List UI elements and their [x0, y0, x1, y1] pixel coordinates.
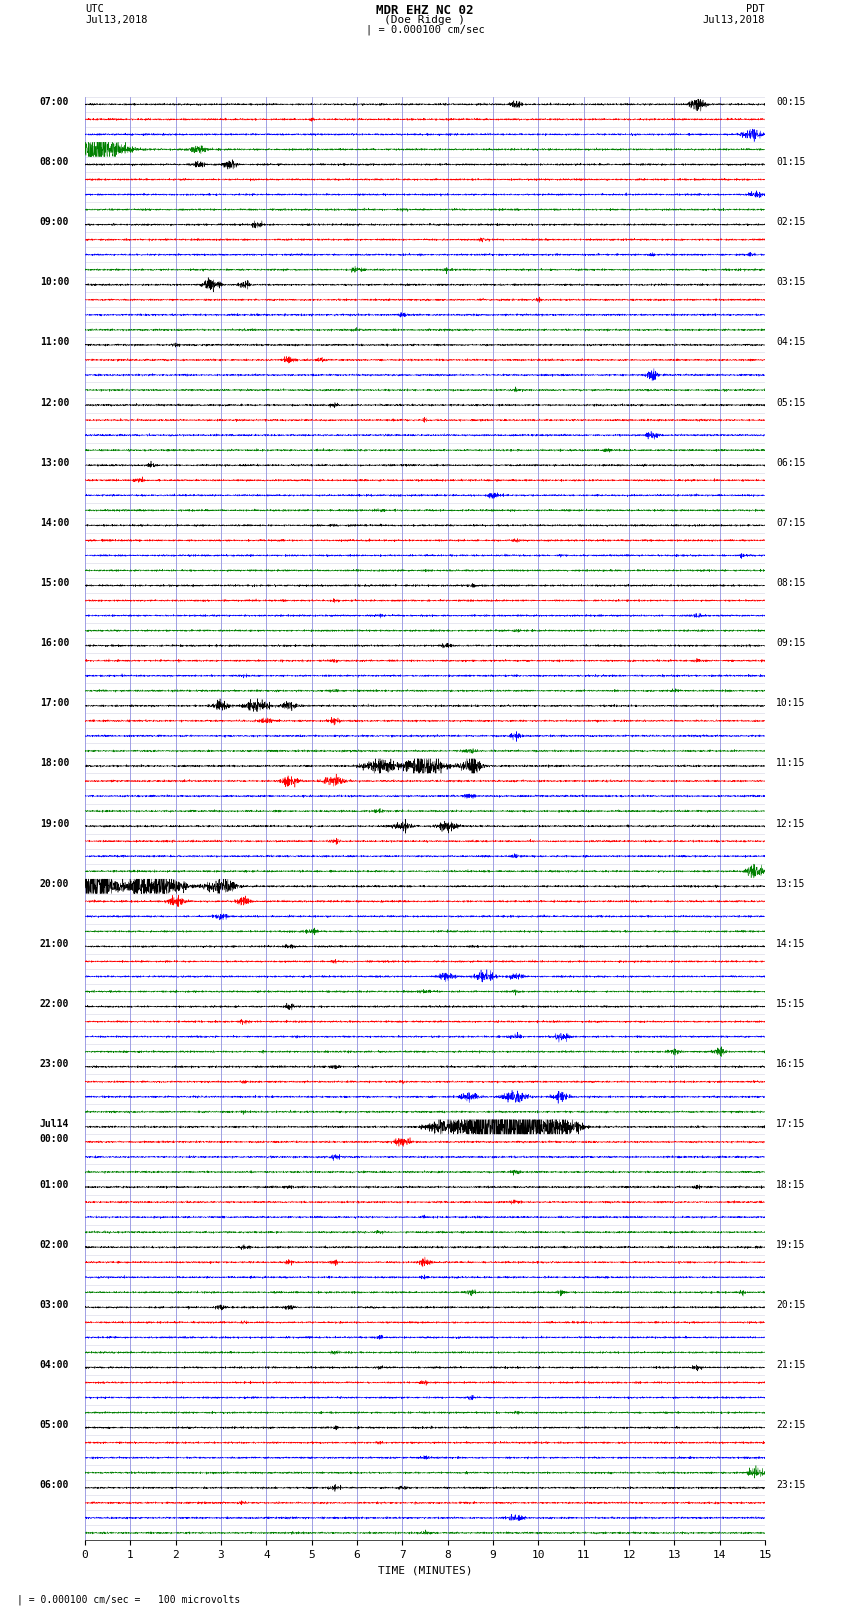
Text: 10:15: 10:15: [776, 698, 806, 708]
Text: 10:00: 10:00: [40, 277, 69, 287]
Text: | = 0.000100 cm/sec =   100 microvolts: | = 0.000100 cm/sec = 100 microvolts: [17, 1594, 241, 1605]
Text: (Doe Ridge ): (Doe Ridge ): [384, 15, 466, 24]
Text: 00:15: 00:15: [776, 97, 806, 106]
Text: 14:15: 14:15: [776, 939, 806, 948]
Text: | = 0.000100 cm/sec: | = 0.000100 cm/sec: [366, 24, 484, 35]
Text: 06:15: 06:15: [776, 458, 806, 468]
Text: 21:15: 21:15: [776, 1360, 806, 1369]
Text: 13:00: 13:00: [40, 458, 69, 468]
Text: 12:15: 12:15: [776, 819, 806, 829]
Text: 08:15: 08:15: [776, 577, 806, 589]
Text: 17:15: 17:15: [776, 1119, 806, 1129]
Text: 02:15: 02:15: [776, 218, 806, 227]
Text: 21:00: 21:00: [40, 939, 69, 948]
Text: 19:15: 19:15: [776, 1240, 806, 1250]
Text: 02:00: 02:00: [40, 1240, 69, 1250]
Text: 11:15: 11:15: [776, 758, 806, 768]
Text: 04:15: 04:15: [776, 337, 806, 347]
Text: 20:15: 20:15: [776, 1300, 806, 1310]
Text: 09:15: 09:15: [776, 639, 806, 648]
Text: 22:15: 22:15: [776, 1419, 806, 1431]
Text: 08:00: 08:00: [40, 156, 69, 166]
Text: 13:15: 13:15: [776, 879, 806, 889]
Text: 03:00: 03:00: [40, 1300, 69, 1310]
Text: 01:15: 01:15: [776, 156, 806, 166]
Text: 17:00: 17:00: [40, 698, 69, 708]
Text: PDT: PDT: [746, 5, 765, 15]
Text: 09:00: 09:00: [40, 218, 69, 227]
Text: MDR EHZ NC 02: MDR EHZ NC 02: [377, 5, 473, 18]
Text: 05:15: 05:15: [776, 397, 806, 408]
Text: 15:00: 15:00: [40, 577, 69, 589]
Text: 23:00: 23:00: [40, 1060, 69, 1069]
Text: 11:00: 11:00: [40, 337, 69, 347]
Text: 20:00: 20:00: [40, 879, 69, 889]
Text: Jul14: Jul14: [40, 1119, 69, 1129]
Text: 23:15: 23:15: [776, 1481, 806, 1490]
Text: 16:00: 16:00: [40, 639, 69, 648]
Text: UTC: UTC: [85, 5, 104, 15]
Text: 06:00: 06:00: [40, 1481, 69, 1490]
Text: 19:00: 19:00: [40, 819, 69, 829]
Text: 22:00: 22:00: [40, 998, 69, 1010]
Text: 18:15: 18:15: [776, 1179, 806, 1189]
Text: 16:15: 16:15: [776, 1060, 806, 1069]
Text: 07:00: 07:00: [40, 97, 69, 106]
Text: 00:00: 00:00: [40, 1134, 69, 1144]
Text: 15:15: 15:15: [776, 998, 806, 1010]
Text: 18:00: 18:00: [40, 758, 69, 768]
Text: Jul13,2018: Jul13,2018: [702, 15, 765, 24]
Text: 03:15: 03:15: [776, 277, 806, 287]
X-axis label: TIME (MINUTES): TIME (MINUTES): [377, 1566, 473, 1576]
Text: 07:15: 07:15: [776, 518, 806, 527]
Text: 05:00: 05:00: [40, 1419, 69, 1431]
Text: 12:00: 12:00: [40, 397, 69, 408]
Text: 04:00: 04:00: [40, 1360, 69, 1369]
Text: 01:00: 01:00: [40, 1179, 69, 1189]
Text: Jul13,2018: Jul13,2018: [85, 15, 148, 24]
Text: 14:00: 14:00: [40, 518, 69, 527]
